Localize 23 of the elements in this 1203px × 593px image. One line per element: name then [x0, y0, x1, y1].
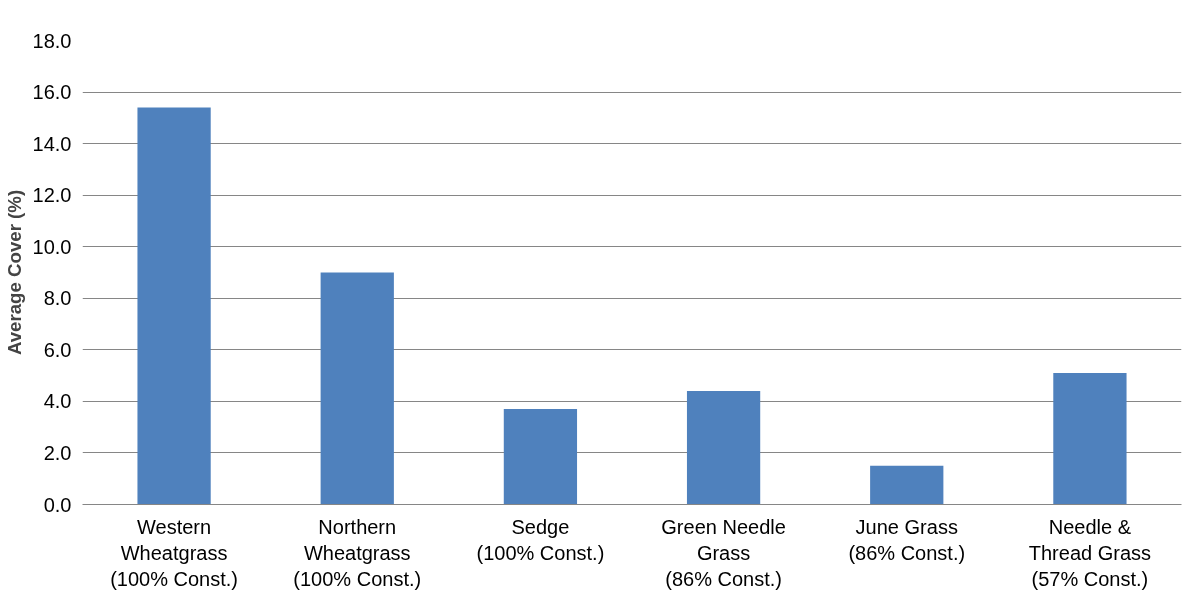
x-tick-label: Western Wheatgrass (100% Const.): [110, 515, 239, 591]
x-tick-label: Sedge (100% Const.): [476, 515, 605, 564]
x-tick-label: Northern Wheatgrass (100% Const.): [293, 515, 422, 591]
y-tick-label: 0.0: [43, 493, 72, 516]
bar: [320, 272, 394, 505]
y-tick-label: 8.0: [43, 287, 72, 310]
bar: [686, 391, 761, 505]
y-tick-label: 18.0: [32, 29, 72, 52]
y-tick-label: 16.0: [32, 81, 72, 104]
y-tick-label: 2.0: [43, 441, 72, 464]
y-tick-label: 12.0: [32, 184, 72, 207]
bar: [137, 107, 211, 505]
y-tick-label: 14.0: [32, 132, 72, 155]
bar: [870, 465, 944, 505]
y-tick-label: 4.0: [43, 390, 72, 413]
y-tick-label: 10.0: [32, 235, 72, 258]
y-axis-title: Average Cover (%): [3, 189, 25, 356]
bar: [1053, 373, 1127, 505]
x-tick-label: June Grass (86% Const.): [848, 515, 966, 564]
x-tick-label: Green Needle Grass (86% Const.): [661, 515, 786, 591]
x-tick-label: Needle & Thread Grass (57% Const.): [1028, 515, 1152, 591]
y-tick-label: 6.0: [43, 338, 72, 361]
bar: [503, 409, 578, 505]
